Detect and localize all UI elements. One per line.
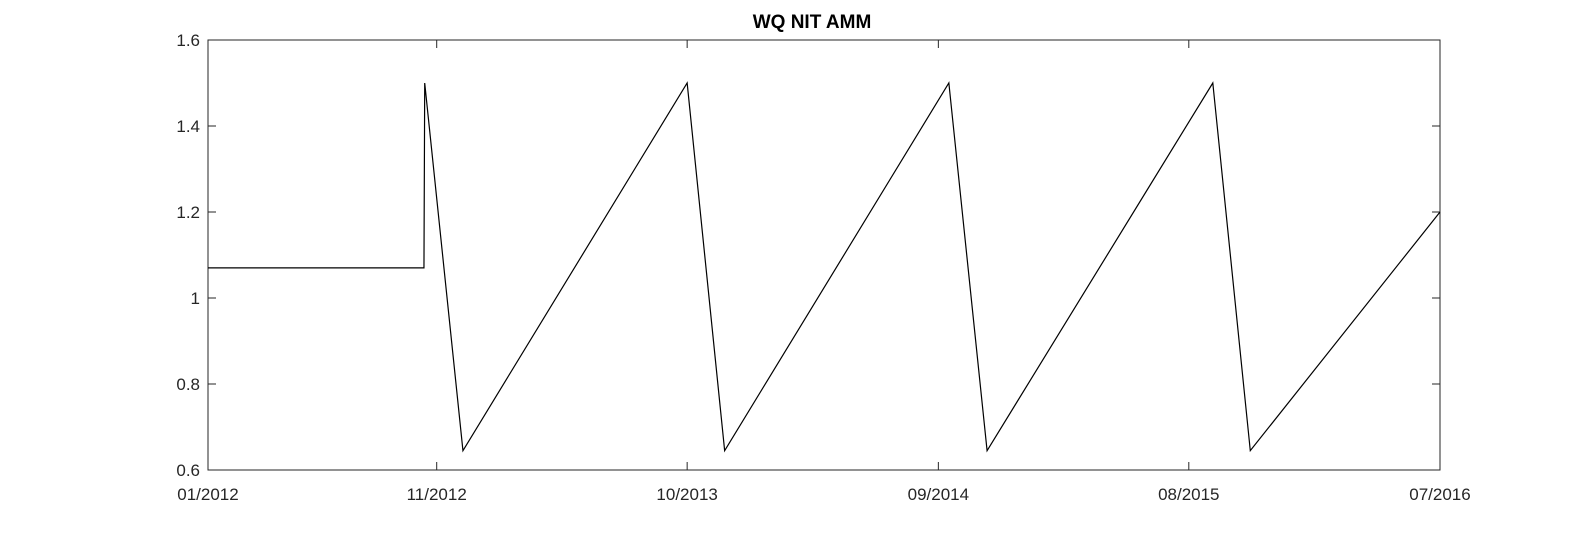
x-tick-label: 08/2015 [1158,485,1219,504]
series-line [208,81,1441,453]
y-tick-label: 1.6 [176,31,200,50]
axes-box [207,39,1441,471]
x-tick-label: 01/2012 [177,485,238,504]
y-tick-label: 0.6 [176,461,200,480]
y-tick-label: 0.8 [176,375,200,394]
x-tick-label: 09/2014 [908,485,969,504]
y-tick-label: 1 [191,289,200,308]
chart-title: WQ NIT AMM [753,12,872,33]
y-tick-label: 1.4 [176,117,200,136]
x-tick-label: 07/2016 [1409,485,1470,504]
x-tick-label: 10/2013 [656,485,717,504]
plot-area: 0.6 0.8 1 1.2 1.4 1.6 01/2012 11/2012 10/2013 09/… [176,31,1470,504]
x-tick-label: 11/2012 [407,485,467,504]
y-tick-label: 1.2 [176,203,200,222]
